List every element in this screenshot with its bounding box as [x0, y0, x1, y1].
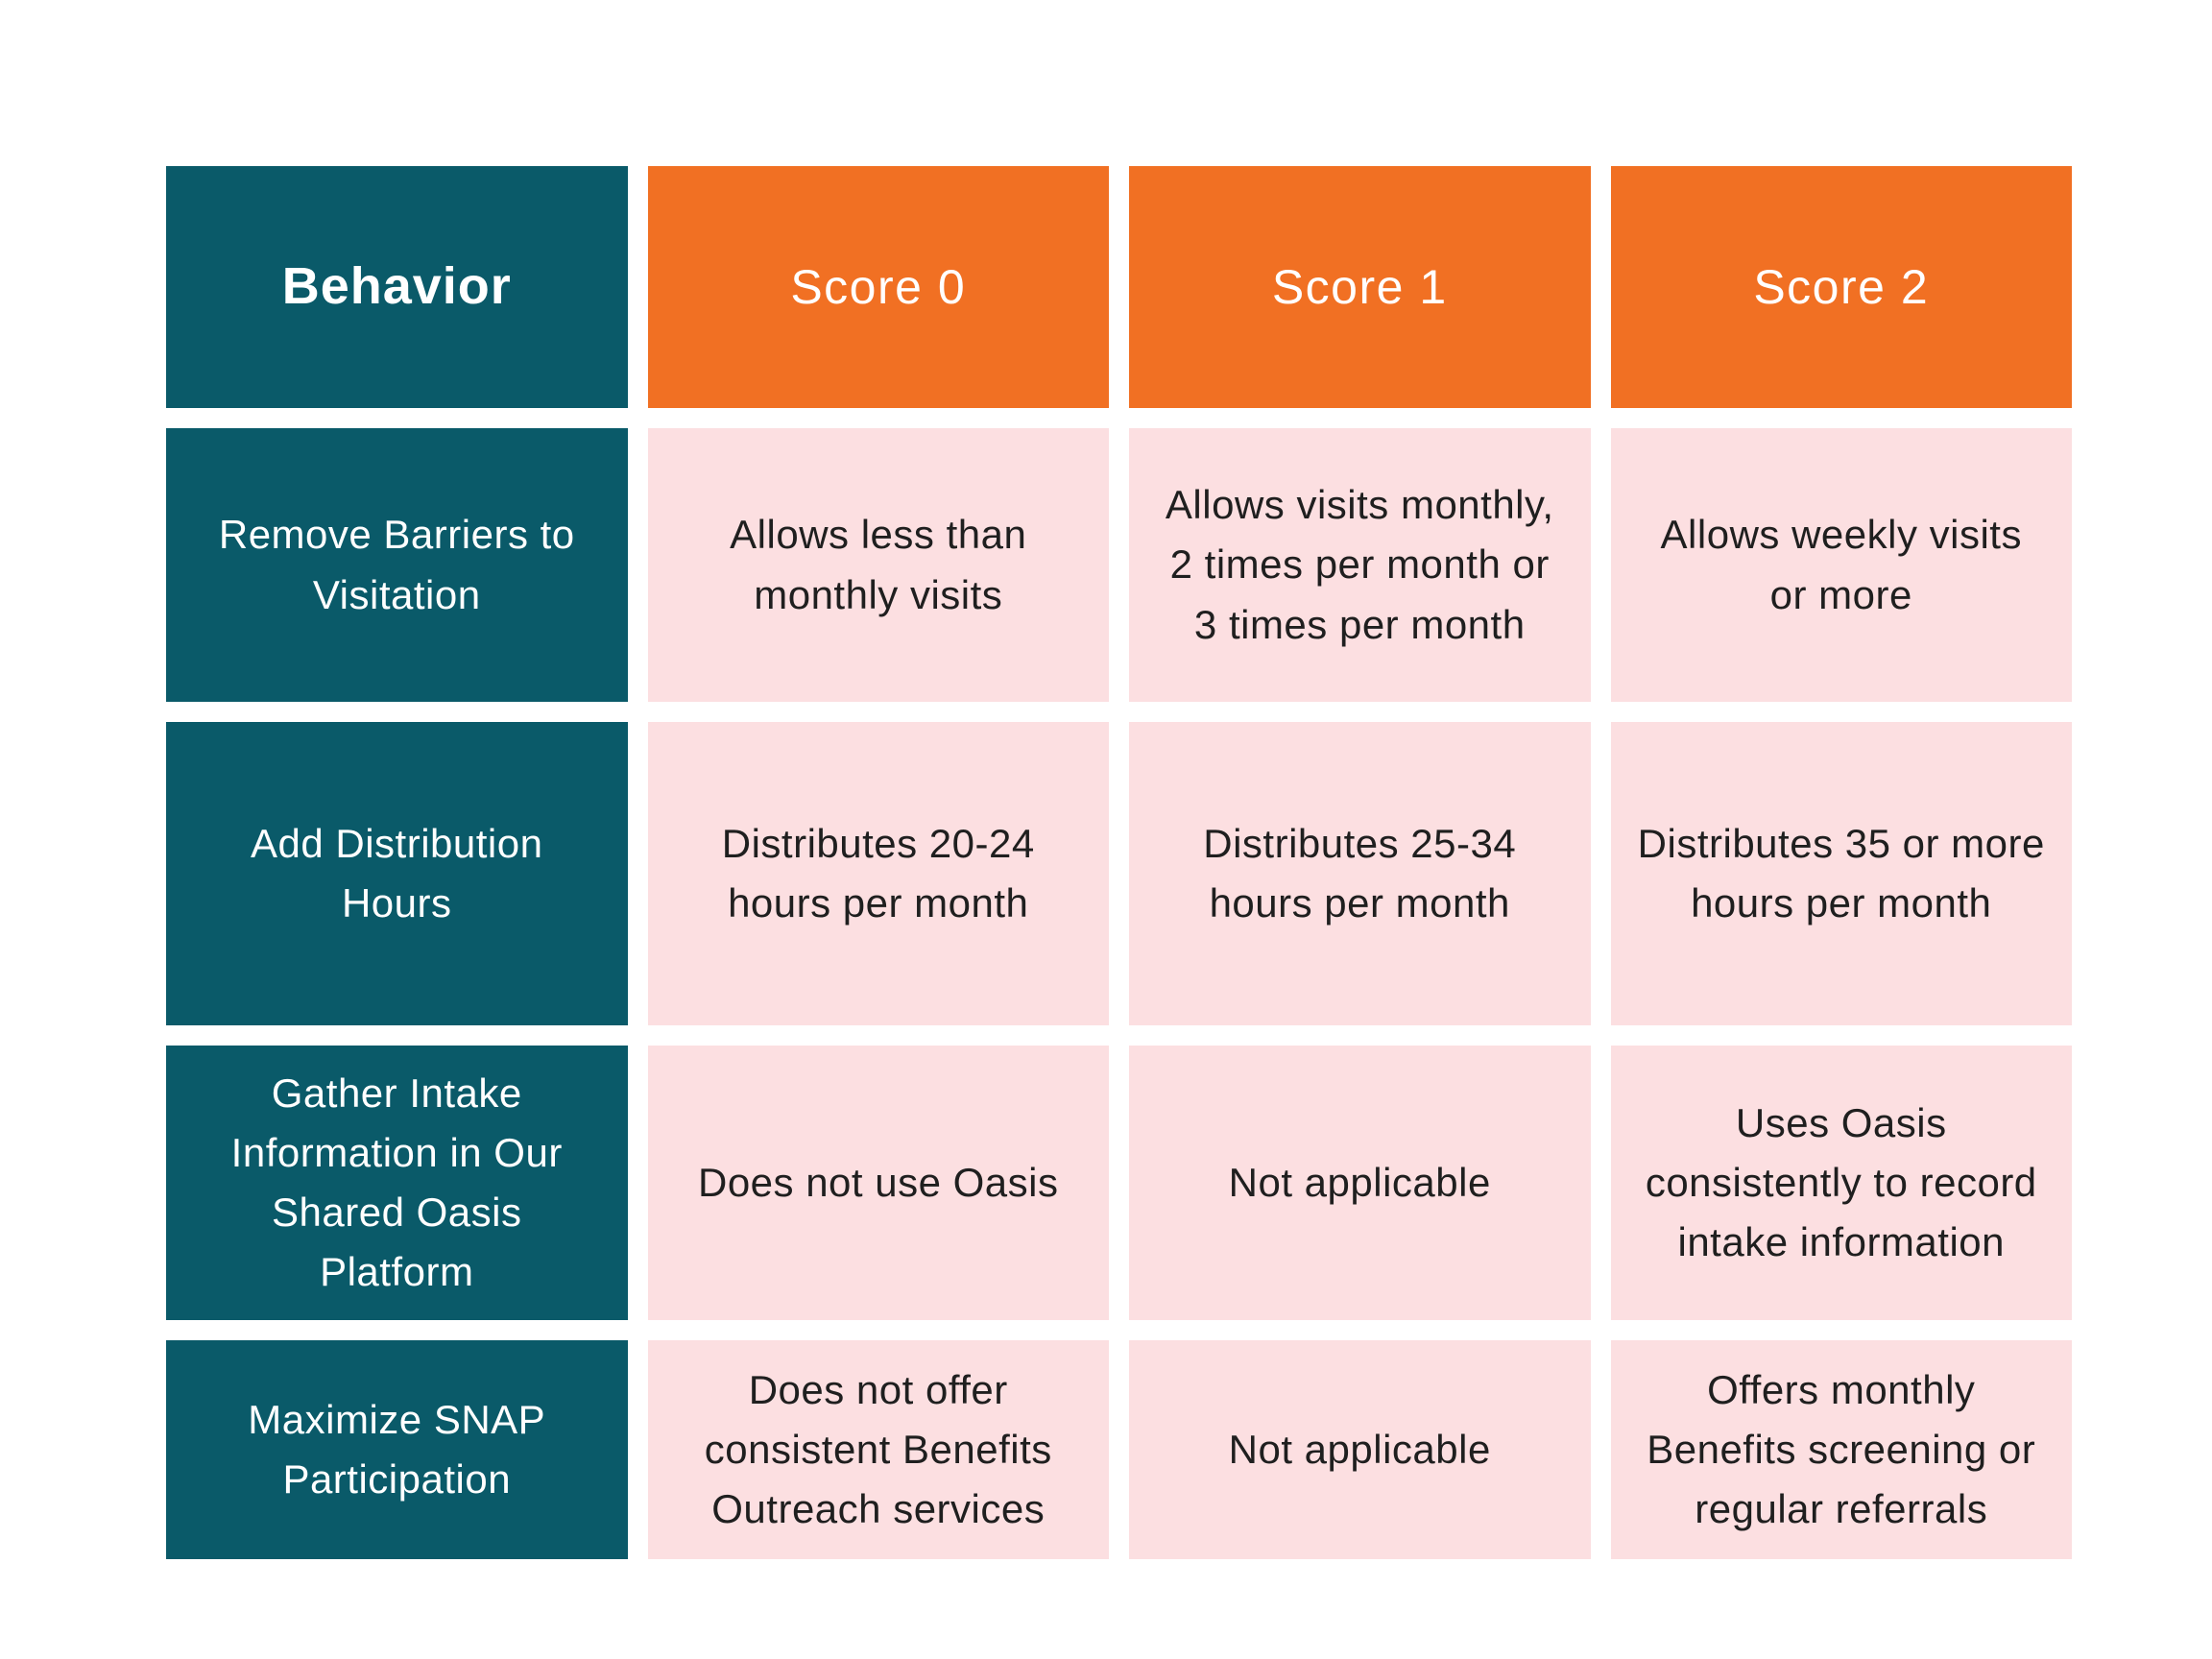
cell-maximize-snap-score-0: Does not offer consistent Benefits Outre… [647, 1340, 1109, 1559]
cell-gather-intake-score-0: Does not use Oasis [647, 1046, 1109, 1320]
cell-add-distribution-hours-score-2: Distributes 35 or more hours per month [1610, 722, 2072, 1025]
cell-add-distribution-hours-score-1: Distributes 25-34 hours per month [1129, 722, 1591, 1025]
cell-add-distribution-hours-score-0: Distributes 20-24 hours per month [647, 722, 1109, 1025]
cell-remove-barriers-score-2: Allows weekly visits or more [1610, 428, 2072, 702]
header-cell-score-1: Score 1 [1129, 166, 1591, 408]
scoring-rubric-table: Behavior Score 0 Score 1 Score 2 Remove … [166, 166, 2072, 1559]
row-label-add-distribution-hours: Add Distribution Hours [166, 722, 628, 1025]
cell-remove-barriers-score-0: Allows less than monthly visits [647, 428, 1109, 702]
cell-maximize-snap-score-1: Not applicable [1129, 1340, 1591, 1559]
cell-gather-intake-score-2: Uses Oasis consistently to record intake… [1610, 1046, 2072, 1320]
header-cell-behavior: Behavior [166, 166, 628, 408]
row-label-gather-intake: Gather Intake Information in Our Shared … [166, 1046, 628, 1320]
cell-remove-barriers-score-1: Allows visits monthly, 2 times per month… [1129, 428, 1591, 702]
header-cell-score-2: Score 2 [1610, 166, 2072, 408]
row-label-maximize-snap: Maximize SNAP Participation [166, 1340, 628, 1559]
cell-maximize-snap-score-2: Offers monthly Benefits screening or reg… [1610, 1340, 2072, 1559]
header-cell-score-0: Score 0 [647, 166, 1109, 408]
cell-gather-intake-score-1: Not applicable [1129, 1046, 1591, 1320]
row-label-remove-barriers: Remove Barriers to Visitation [166, 428, 628, 702]
